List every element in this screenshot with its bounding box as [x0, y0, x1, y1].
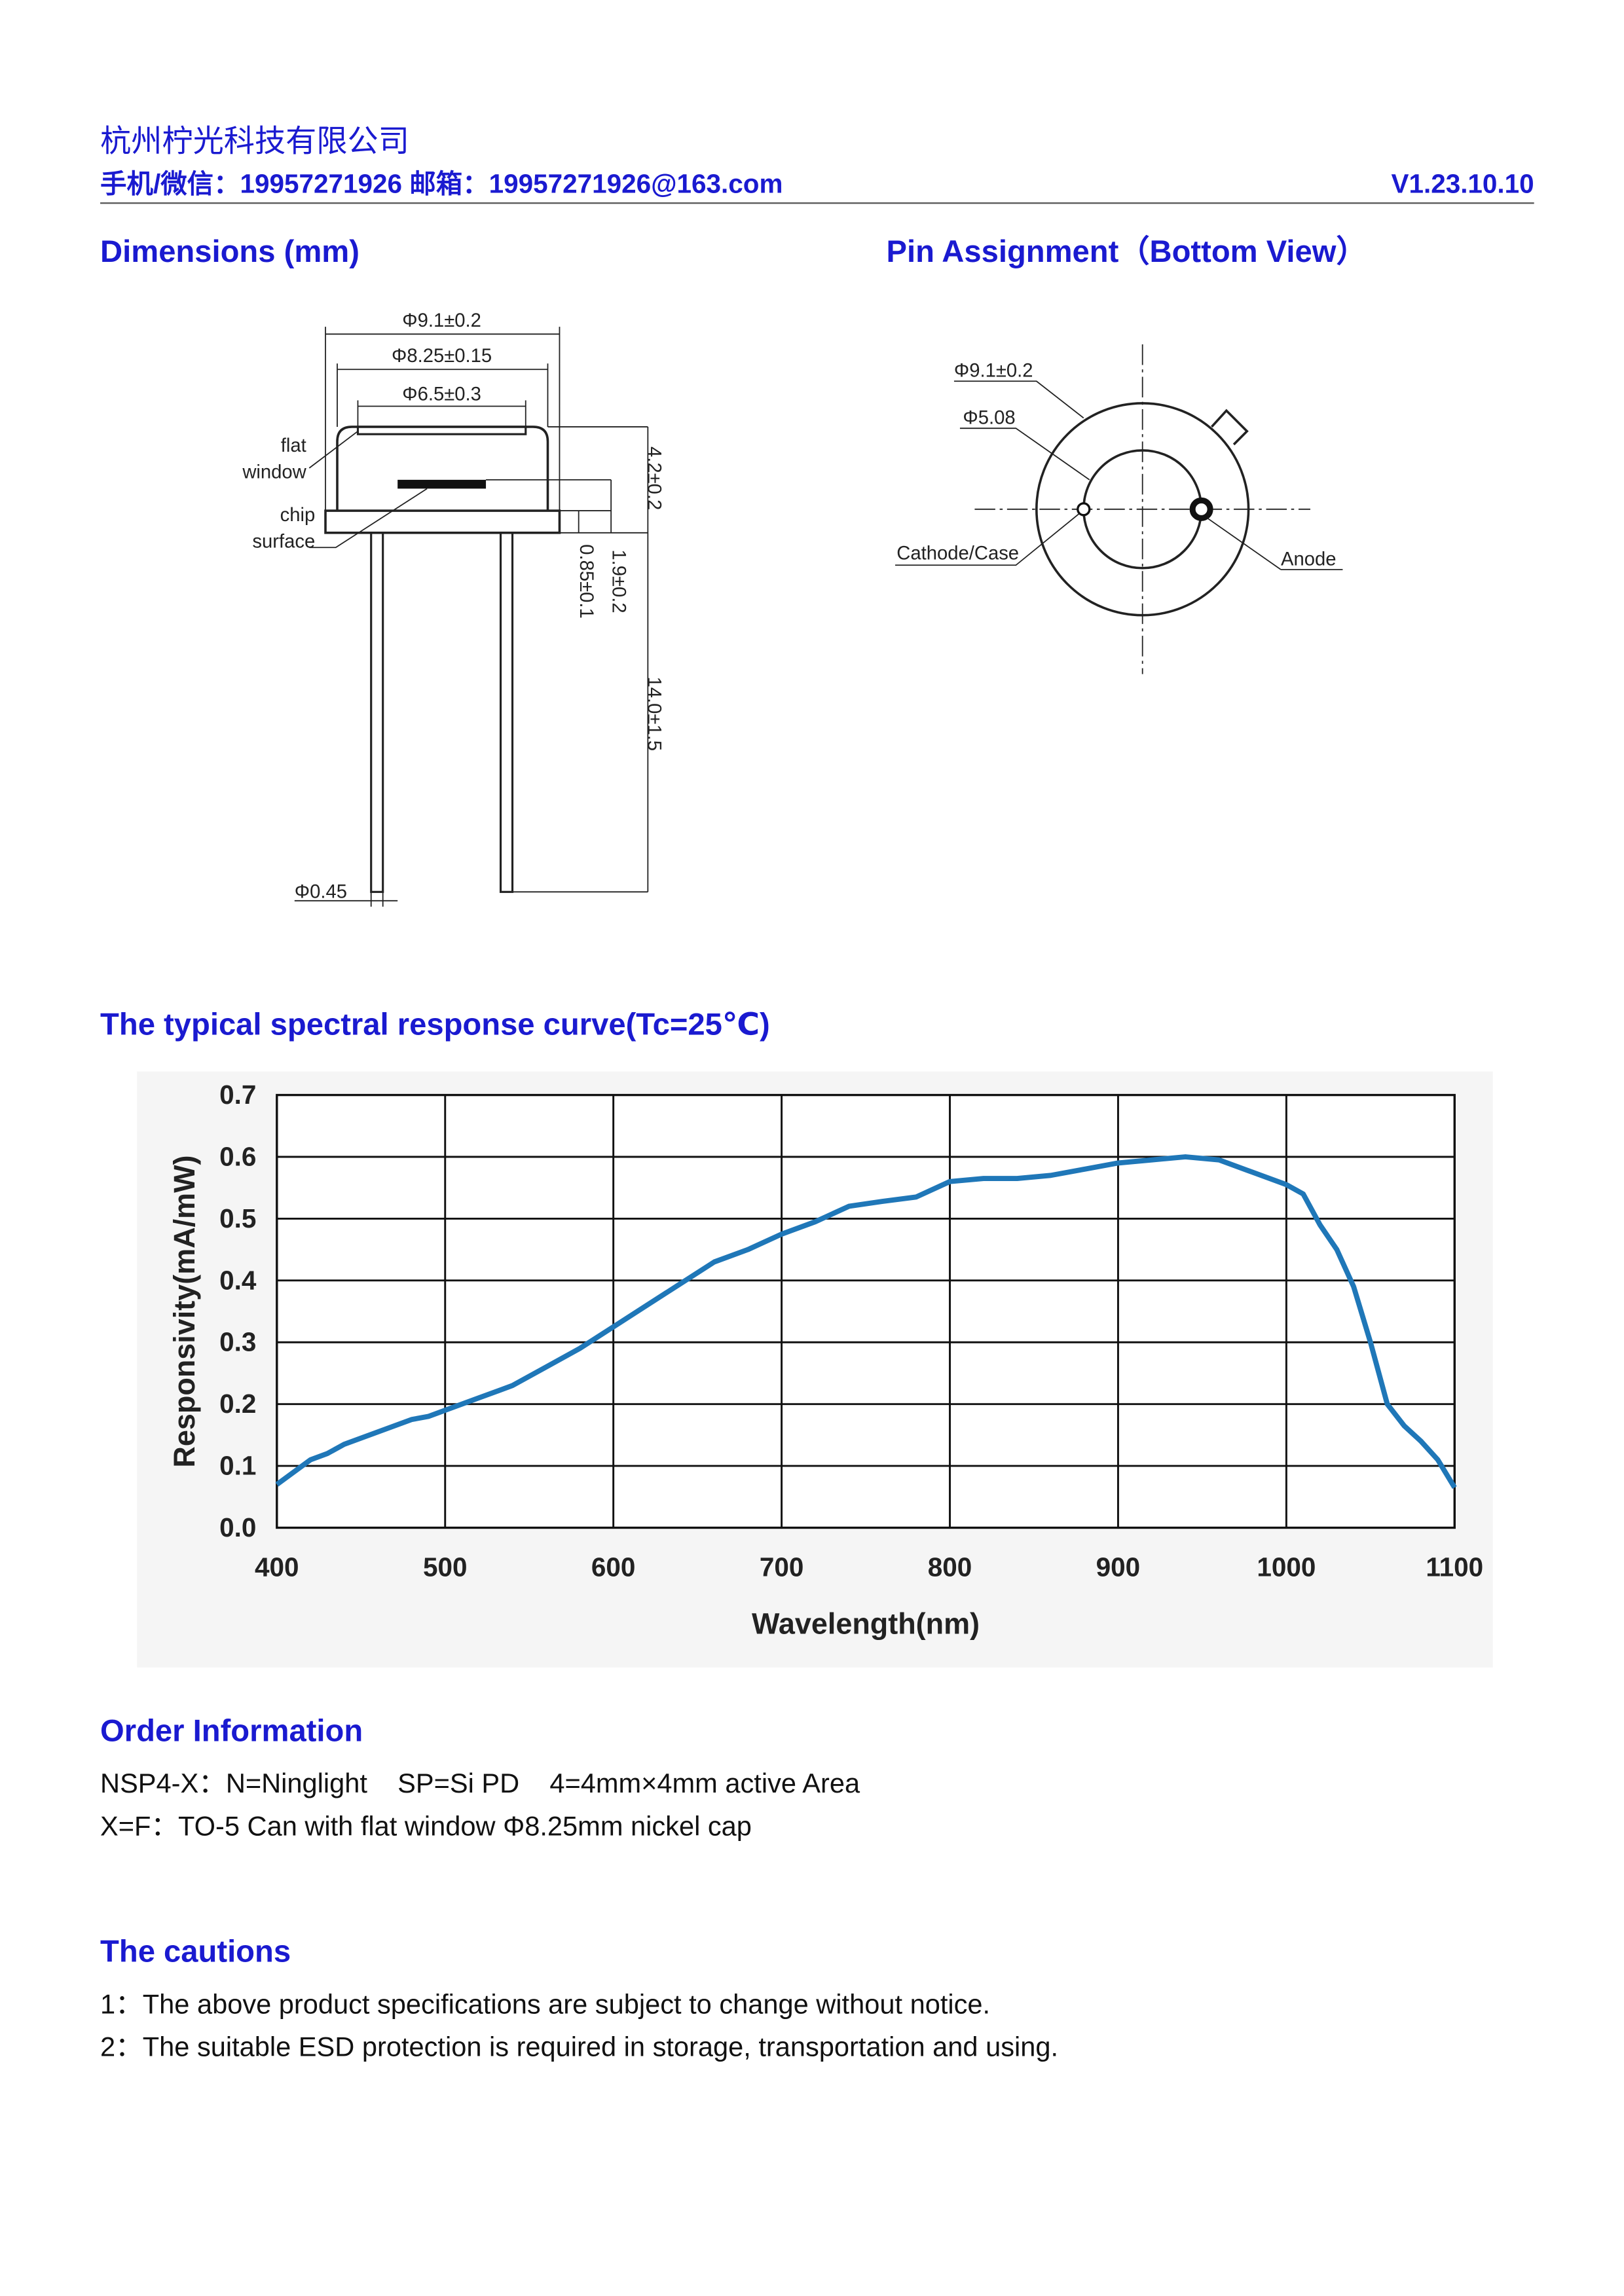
plot-area: [276, 1093, 1456, 1529]
pin-drawing: Φ9.1±0.2 Φ5.08 Cathode/Case Anode: [895, 344, 1343, 674]
data-line: [275, 1154, 1457, 1489]
x-tick-label: 500: [423, 1552, 468, 1582]
x-tick-label: 700: [760, 1552, 803, 1582]
pin-label: Φ9.1±0.2: [954, 361, 1033, 382]
x-tick-label: 900: [1096, 1552, 1141, 1582]
dim-label: chip: [280, 505, 316, 526]
y-tick-label: 0.3: [219, 1327, 256, 1357]
pin-label: Φ5.08: [963, 407, 1015, 428]
section-title: The typical spectral response curve(Tc=2…: [100, 1007, 770, 1042]
section-title: Dimensions (mm): [100, 234, 360, 269]
order-line: X=F：TO-5 Can with flat window Φ8.25mm ni…: [100, 1810, 752, 1841]
section-title: The cautions: [100, 1935, 291, 1969]
version: V1.23.10.10: [1391, 168, 1534, 198]
dim-label: Φ0.45: [295, 881, 347, 902]
dimension-drawing: Φ9.1±0.2 Φ8.25±0.15 Φ6.5±0.3 flat window…: [242, 310, 664, 907]
section-title: Pin Assignment（Bottom View）: [887, 234, 1367, 269]
company: 杭州柠光科技有限公司: [100, 124, 409, 159]
y-tick-label: 0.5: [219, 1203, 256, 1233]
dim-label: 4.2±0.2: [643, 446, 664, 510]
dim-label: 1.9±0.2: [608, 549, 629, 613]
y-tick-label: 0.7: [219, 1080, 256, 1110]
section-title: Order Information: [100, 1713, 363, 1748]
x-axis-label: Wavelength(nm): [752, 1607, 980, 1640]
dim-label: window: [242, 462, 306, 483]
x-tick-label: 400: [255, 1552, 299, 1582]
pin-label: Cathode/Case: [896, 543, 1019, 564]
y-tick-label: 0.1: [219, 1451, 256, 1481]
caution-line: 2：The suitable ESD protection is require…: [100, 2032, 1058, 2062]
dim-label: flat: [281, 435, 306, 456]
caution-line: 1：The above product specifications are s…: [100, 1988, 990, 2019]
x-tick-label: 1100: [1426, 1552, 1483, 1582]
pin-label: Anode: [1281, 549, 1337, 570]
dim-label: 14.0±1.5: [643, 677, 664, 752]
x-tick-label: 1000: [1257, 1552, 1316, 1582]
x-tick-label: 800: [928, 1552, 972, 1582]
y-tick-label: 0.2: [219, 1389, 256, 1419]
order-line: NSP4-X：N=Ninglight SP=Si PD 4=4mm×4mm ac…: [100, 1768, 860, 1798]
dim-label: 0.85±0.1: [576, 544, 597, 619]
y-tick-label: 0.4: [219, 1265, 257, 1295]
dim-label: surface: [252, 531, 315, 552]
chart: 0.0 0.1 0.2 0.3 0.4 0.5 0.6 0.7 400 500 600 700 800 9…: [219, 1080, 1483, 1582]
y-tick-label: 0.0: [219, 1512, 256, 1542]
contact: 手机/微信：19957271926 邮箱：19957271926@163.com: [100, 168, 783, 198]
y-axis-label: Responsivity(mA/mW): [168, 1156, 201, 1468]
dim-label: Φ8.25±0.15: [392, 346, 492, 367]
y-tick-label: 0.6: [219, 1141, 256, 1171]
dim-label: Φ9.1±0.2: [402, 310, 481, 331]
x-tick-label: 600: [591, 1552, 636, 1582]
dim-label: Φ6.5±0.3: [402, 384, 481, 405]
